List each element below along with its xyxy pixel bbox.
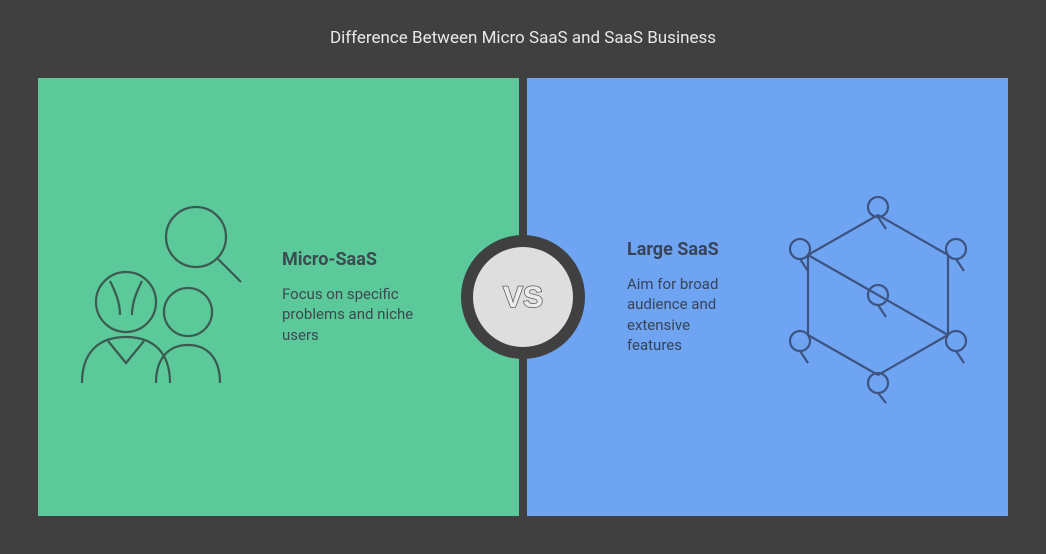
comparison-infographic: Difference Between Micro SaaS and SaaS B…	[0, 0, 1046, 554]
left-heading: Micro-SaaS	[282, 249, 489, 270]
right-text-block: Large SaaS Aim for broad audience and ex…	[627, 239, 746, 355]
right-panel: Large SaaS Aim for broad audience and ex…	[527, 78, 1008, 516]
svg-text:VS: VS	[503, 281, 543, 314]
left-description: Focus on specific problems and niche use…	[282, 284, 452, 345]
network-icon	[778, 185, 978, 409]
vs-text-icon: VS	[491, 277, 555, 317]
right-heading: Large SaaS	[627, 239, 746, 260]
right-description: Aim for broad audience and extensive fea…	[627, 274, 746, 355]
left-panel-inner: Micro-SaaS Focus on specific problems an…	[68, 195, 489, 399]
vs-badge: VS	[461, 235, 585, 359]
page-title: Difference Between Micro SaaS and SaaS B…	[38, 28, 1008, 48]
panels-row: Micro-SaaS Focus on specific problems an…	[38, 78, 1008, 516]
left-text-block: Micro-SaaS Focus on specific problems an…	[282, 249, 489, 345]
right-panel-inner: Large SaaS Aim for broad audience and ex…	[557, 185, 978, 409]
left-panel: Micro-SaaS Focus on specific problems an…	[38, 78, 519, 516]
people-search-icon	[68, 195, 258, 399]
vs-inner-circle: VS	[473, 247, 573, 347]
